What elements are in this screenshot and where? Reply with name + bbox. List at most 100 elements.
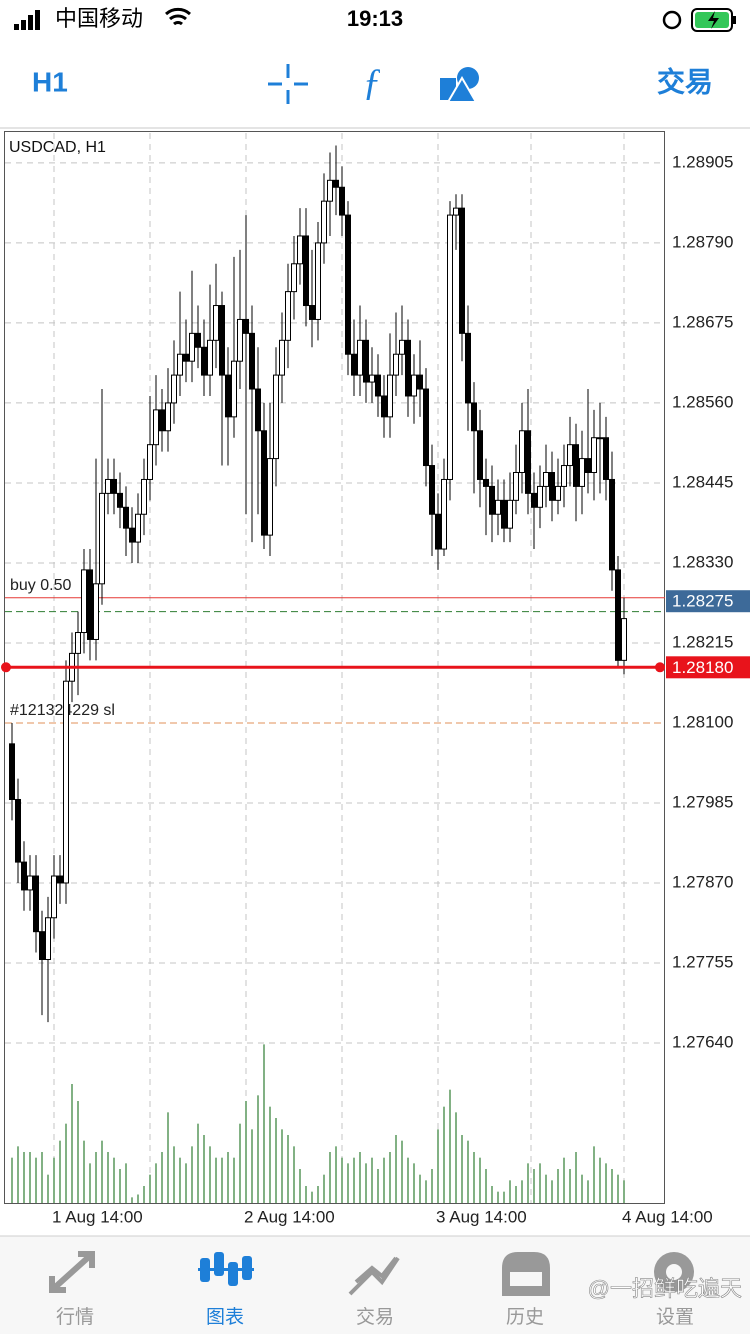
tab-label[interactable]: 图表: [206, 1306, 244, 1328]
candle-body: [381, 395, 387, 418]
candle-body: [123, 506, 129, 529]
candle-body: [219, 305, 225, 376]
candle-body: [267, 458, 273, 536]
tab-bar-bg: [0, 1236, 750, 1334]
candle-body: [345, 214, 351, 355]
candle-body: [357, 339, 363, 376]
clock: 19:13: [347, 6, 403, 31]
candle-body: [537, 485, 543, 508]
x-tick-label: 3 Aug 14:00: [436, 1207, 527, 1226]
candle-body: [459, 207, 465, 334]
wifi-icon: [165, 7, 191, 26]
candle-body: [501, 499, 507, 529]
candle-body: [375, 374, 381, 397]
trade-icon: [348, 1256, 400, 1296]
y-tick-label: 1.28330: [672, 552, 733, 571]
candle-body: [87, 569, 93, 640]
candle-body: [471, 402, 477, 432]
tab-label[interactable]: 行情: [56, 1306, 94, 1328]
candle-body: [117, 492, 123, 508]
y-tick-label: 1.28445: [672, 472, 733, 491]
candle-body: [261, 430, 267, 536]
x-tick-label: 2 Aug 14:00: [244, 1207, 335, 1226]
candle-body: [321, 200, 327, 244]
level-label: buy 0.50: [10, 577, 71, 594]
y-tick-label: 1.28790: [672, 232, 733, 251]
candle-body: [213, 305, 219, 341]
lock-icon: [662, 10, 682, 30]
price-tag-label: 1.28275: [672, 592, 733, 611]
candle-body: [153, 409, 159, 446]
y-tick-label: 1.27985: [672, 792, 733, 811]
trade-button[interactable]: 交易: [657, 65, 713, 97]
candle-body: [309, 305, 315, 320]
candle-body: [27, 875, 33, 891]
tab-label[interactable]: 历史: [506, 1306, 544, 1328]
candle-body: [561, 465, 567, 487]
settings-icon-hole: [666, 1264, 682, 1280]
quotes-icon: [49, 1251, 95, 1293]
objects-button[interactable]: [440, 67, 479, 103]
candle-body: [369, 374, 375, 383]
candle-body: [51, 875, 57, 919]
candle-body: [33, 875, 39, 933]
candle-body: [333, 179, 339, 188]
candle-body: [483, 478, 489, 487]
level-label: #121324229 sl: [10, 702, 115, 719]
candle-body: [363, 339, 369, 383]
indicators-button[interactable]: ƒ: [363, 62, 382, 104]
x-tick-label: 1 Aug 14:00: [52, 1207, 143, 1226]
price-tag-label: 1.28180: [672, 658, 733, 677]
candle-body: [159, 409, 165, 432]
chart: 1.28905 1.28790 1.28675 1.28560 1.28445 1.283…: [1, 133, 750, 1226]
candle-body: [15, 798, 21, 863]
candle-body: [291, 263, 297, 293]
candle-body: [81, 569, 87, 634]
tab-bar: 行情 图表 交易 历史 设置 @一招鲜吃遍天: [0, 1235, 750, 1334]
candle-body: [609, 478, 615, 571]
candle-body: [351, 353, 357, 376]
battery-tip: [733, 16, 736, 24]
candle-body: [243, 318, 249, 334]
candle-body: [111, 478, 117, 494]
y-tick-label: 1.28100: [672, 712, 733, 731]
status-bar: 中国移动 19:13: [14, 6, 736, 32]
y-tick-label: 1.28905: [672, 152, 733, 171]
candle-body: [429, 465, 435, 515]
candle-body: [423, 388, 429, 467]
candle-body: [411, 374, 417, 397]
candle-body: [63, 680, 69, 884]
candle-body: [195, 332, 201, 348]
candle-body: [201, 346, 207, 376]
price-tag: [666, 590, 750, 613]
candle-body: [615, 569, 621, 661]
candle-body: [45, 917, 51, 961]
toolbar: H1 ƒ 交易: [0, 62, 750, 129]
candle-body: [489, 485, 495, 515]
candle-body: [519, 430, 525, 474]
chart-icon: [198, 1252, 254, 1286]
candle-body: [495, 499, 501, 515]
candle-body: [597, 437, 603, 440]
history-icon: [502, 1252, 550, 1296]
candle-body: [417, 374, 423, 390]
signal-bar: [28, 15, 33, 30]
crosshair-button[interactable]: [268, 64, 308, 104]
candle-body: [75, 632, 81, 654]
candle-body: [297, 235, 303, 265]
candle-body: [513, 472, 519, 501]
candle-body: [579, 458, 585, 487]
tab-label[interactable]: 交易: [356, 1306, 394, 1328]
candle-body: [273, 374, 279, 460]
candle-body: [387, 374, 393, 418]
charging-icon: [708, 11, 719, 29]
tab-label[interactable]: 设置: [656, 1306, 694, 1328]
candle-body: [9, 743, 15, 800]
candle-body: [249, 332, 255, 390]
timeframe-button[interactable]: H1: [32, 66, 68, 97]
candle-body: [231, 360, 237, 418]
candle-body: [573, 444, 579, 487]
candle-body: [447, 214, 453, 480]
carrier: 中国移动: [55, 6, 143, 31]
